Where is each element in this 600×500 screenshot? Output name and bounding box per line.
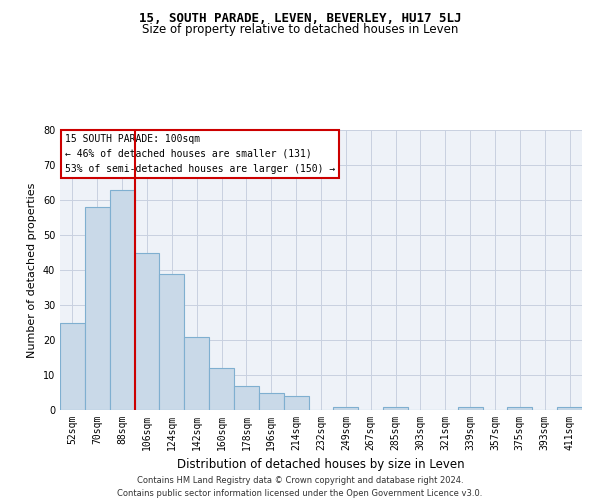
Text: Contains HM Land Registry data © Crown copyright and database right 2024.
Contai: Contains HM Land Registry data © Crown c…	[118, 476, 482, 498]
Bar	[160, 274, 184, 410]
Text: Size of property relative to detached houses in Leven: Size of property relative to detached ho…	[142, 22, 458, 36]
Bar	[458, 406, 482, 410]
Bar	[508, 406, 532, 410]
Bar	[557, 406, 582, 410]
Bar	[60, 322, 85, 410]
Bar	[284, 396, 308, 410]
Bar	[184, 336, 209, 410]
Bar	[85, 207, 110, 410]
Bar	[334, 406, 358, 410]
Bar	[259, 392, 284, 410]
Y-axis label: Number of detached properties: Number of detached properties	[27, 182, 37, 358]
Text: 15 SOUTH PARADE: 100sqm
← 46% of detached houses are smaller (131)
53% of semi-d: 15 SOUTH PARADE: 100sqm ← 46% of detache…	[65, 134, 335, 174]
Bar	[110, 190, 134, 410]
Bar	[234, 386, 259, 410]
Bar	[134, 252, 160, 410]
Text: 15, SOUTH PARADE, LEVEN, BEVERLEY, HU17 5LJ: 15, SOUTH PARADE, LEVEN, BEVERLEY, HU17 …	[139, 12, 461, 26]
X-axis label: Distribution of detached houses by size in Leven: Distribution of detached houses by size …	[177, 458, 465, 471]
Bar	[209, 368, 234, 410]
Bar	[383, 406, 408, 410]
